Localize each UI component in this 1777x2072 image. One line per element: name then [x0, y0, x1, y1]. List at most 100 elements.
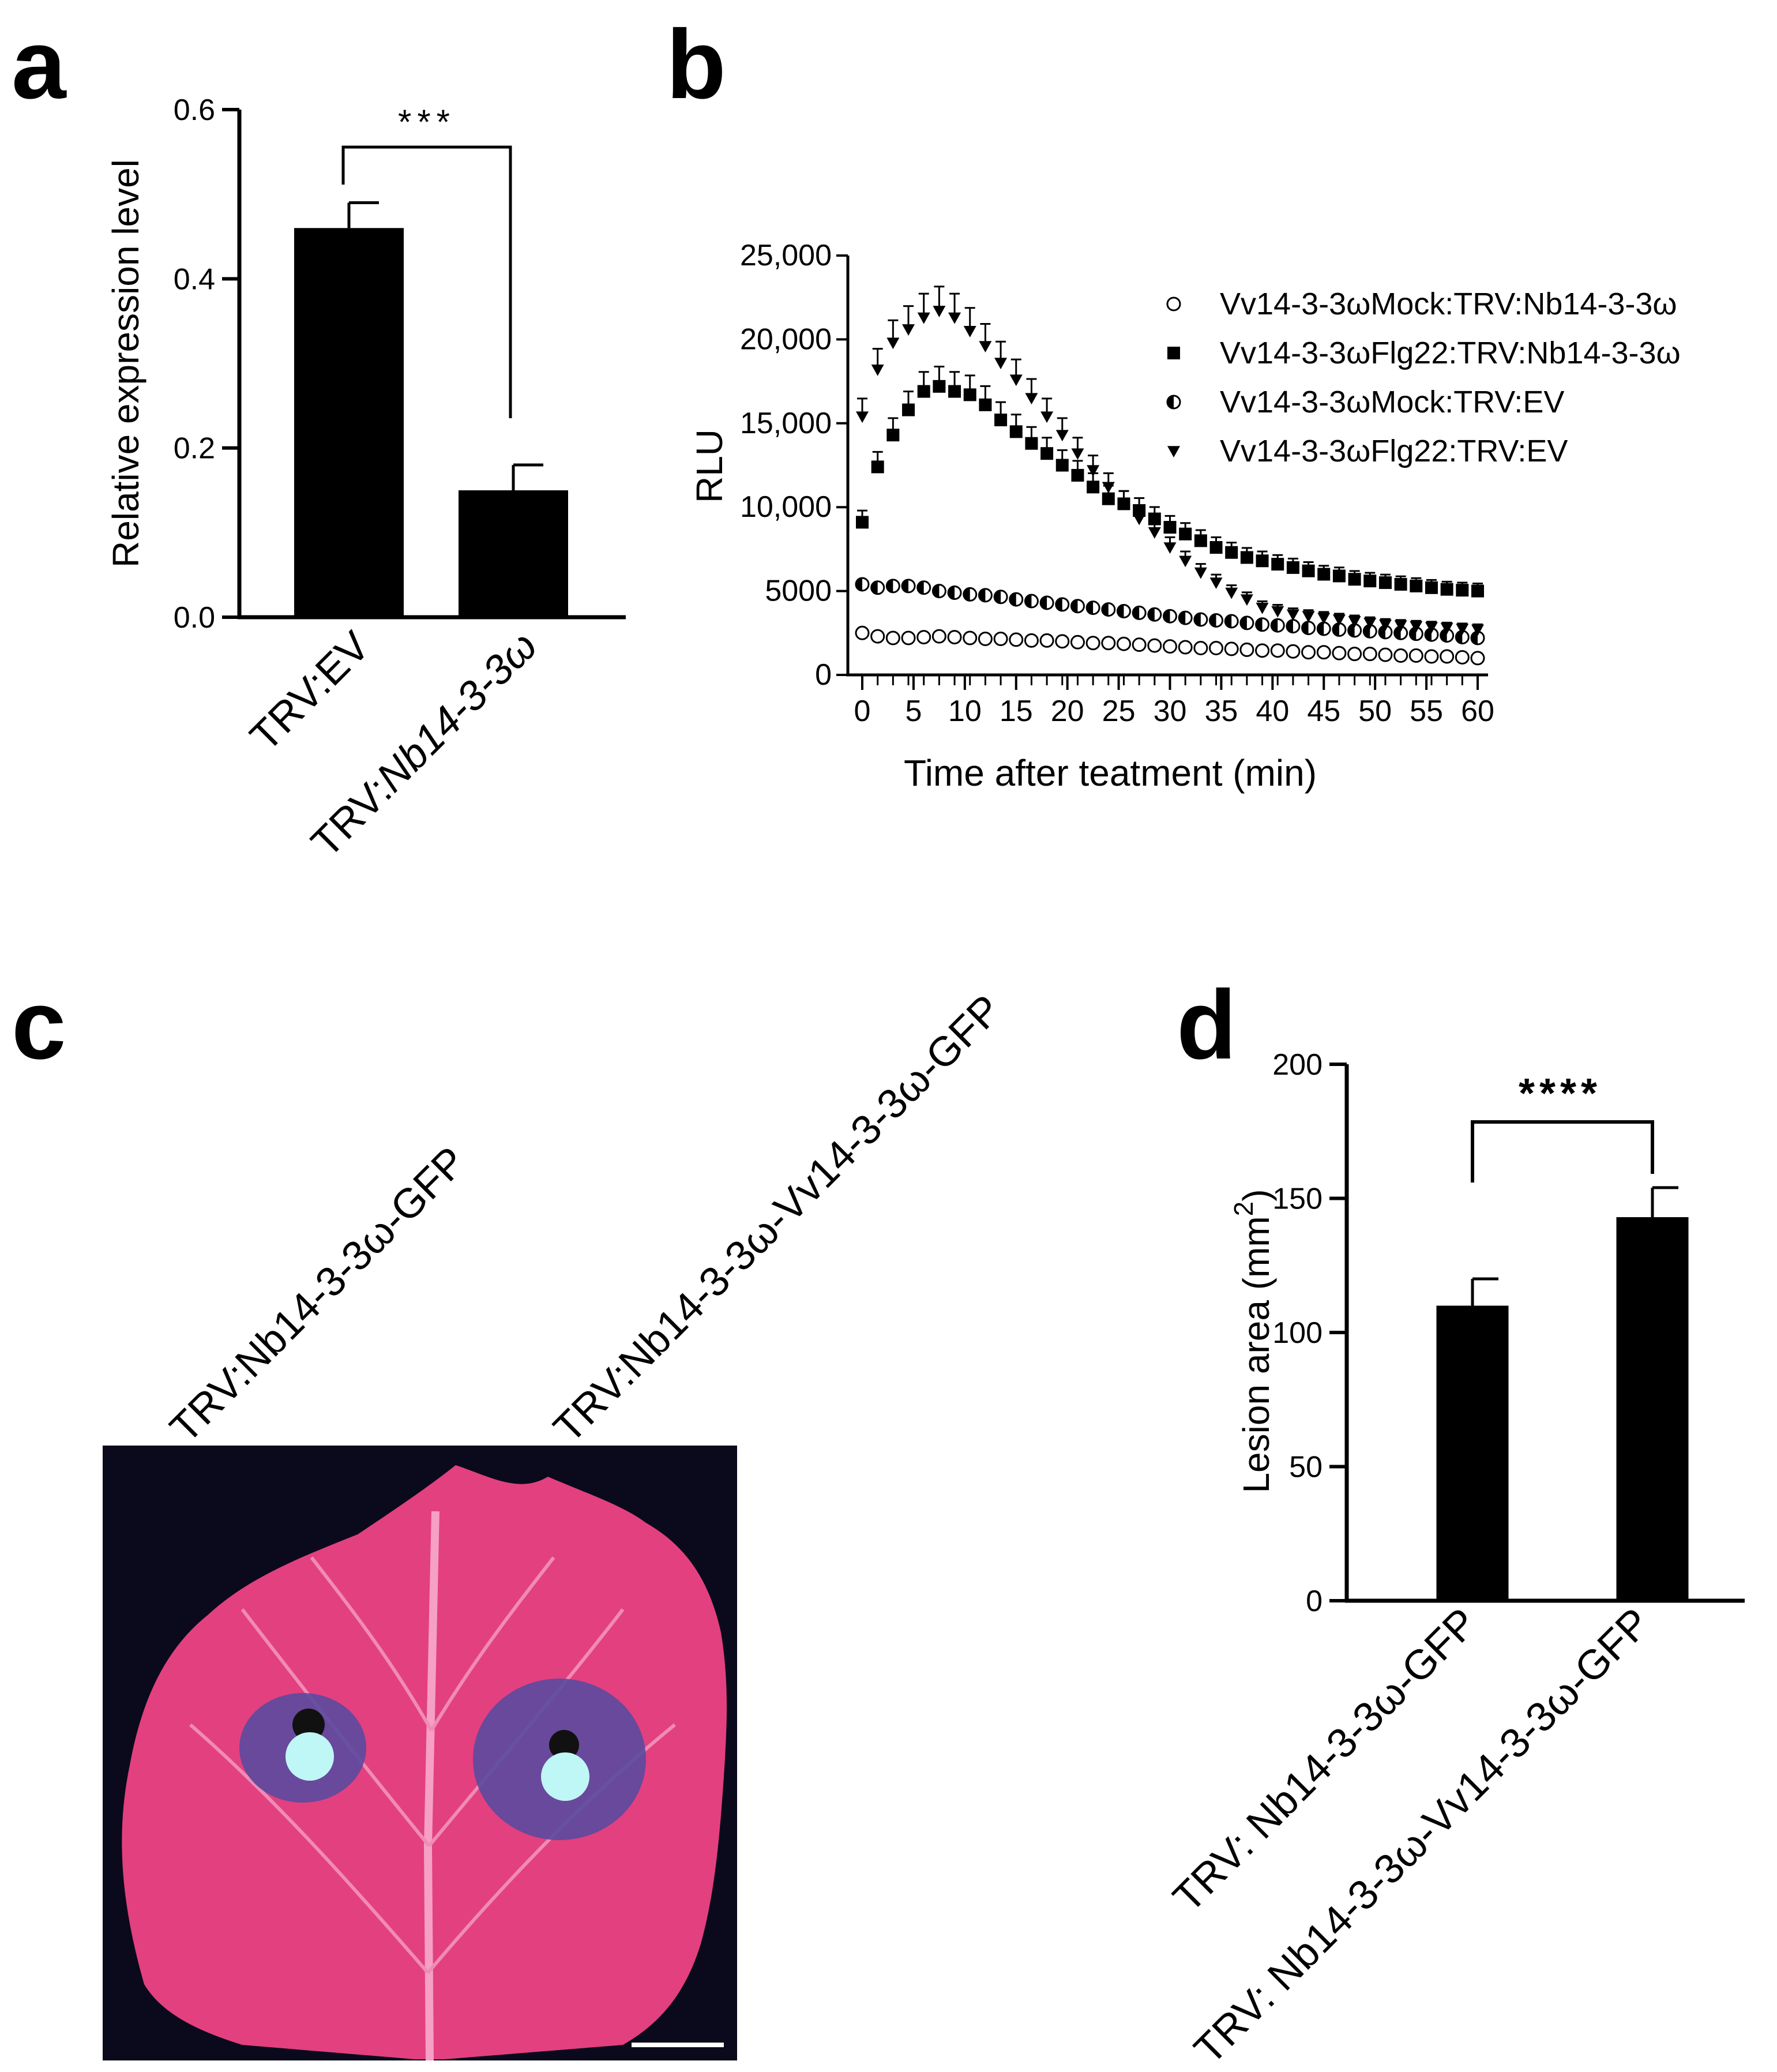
panel-label-b: b — [666, 10, 726, 119]
panel-b-point — [1102, 482, 1115, 494]
panel-b-point — [1286, 561, 1299, 574]
panel-b-point — [885, 630, 900, 645]
panel-b-point — [947, 630, 962, 645]
panel-b-point — [1240, 594, 1253, 606]
panel-d-y-tick-label: 150 — [1272, 1183, 1323, 1216]
panel-b-point — [1025, 393, 1038, 405]
panel-b-point — [1455, 650, 1470, 665]
panel-b-point — [1256, 554, 1269, 568]
panel-b-point — [871, 364, 884, 376]
panel-b-point — [979, 398, 992, 411]
panel-a-y-tick-label: 0.0 — [174, 601, 215, 635]
panel-b-point — [870, 580, 885, 595]
panel-label-d: d — [1177, 970, 1237, 1080]
panel-a-chart: 0.0 0.2 0.4 0.6 Relative expression level *… — [105, 93, 626, 866]
panel-b-legend: Vv14-3-3ωMock:TRV:Nb14-3-3ω Vv14-3-3ωFlg2… — [1166, 287, 1681, 468]
panel-b-legend-marker — [1167, 347, 1180, 359]
panel-b-point — [1456, 584, 1469, 597]
panel-b-point — [1408, 648, 1423, 663]
panel-d-bar — [1436, 1305, 1509, 1601]
panel-b-point — [1410, 579, 1423, 592]
panel-b-point — [1147, 607, 1162, 622]
panel-b-legend-label: Vv14-3-3ωFlg22:TRV:EV — [1220, 434, 1568, 468]
panel-b-point — [1147, 638, 1162, 653]
panel-b-point — [1085, 636, 1100, 651]
panel-b-x-tick-label: 30 — [1154, 695, 1187, 728]
panel-b-point — [1239, 642, 1254, 657]
panel-b-point — [1178, 640, 1193, 655]
panel-b-x-tick-label: 5 — [905, 695, 922, 728]
panel-b-point — [931, 629, 946, 644]
panel-b-point — [1009, 425, 1023, 438]
panel-d-y-tick-label: 0 — [1306, 1585, 1323, 1618]
panel-b-x-tick-label: 20 — [1051, 695, 1084, 728]
panel-b-series-1 — [855, 625, 1485, 666]
panel-b-point — [963, 326, 976, 337]
panel-b-point — [902, 324, 915, 336]
panel-a-sig-bracket — [341, 145, 512, 418]
panel-b-point — [1132, 605, 1147, 620]
panel-b-point — [1301, 621, 1316, 636]
panel-b-x-tick-label: 40 — [1256, 695, 1289, 728]
panel-b-x-tick-label: 50 — [1358, 695, 1392, 728]
panel-b-point — [1071, 468, 1084, 482]
panel-b-point — [1055, 430, 1069, 442]
panel-b-point — [1332, 645, 1347, 660]
panel-b-point — [885, 579, 900, 594]
panel-b-x-tick-label: 0 — [854, 695, 871, 728]
panel-b-point — [993, 590, 1008, 605]
panel-b-y-tick-label: 0 — [815, 658, 832, 692]
panel-b-point — [1378, 576, 1392, 590]
panel-b-point — [1040, 447, 1054, 460]
panel-b-point — [1133, 513, 1146, 525]
panel-b-point — [1179, 555, 1192, 568]
panel-b-point — [1378, 647, 1393, 662]
panel-b-legend-marker — [1166, 296, 1181, 311]
panel-b-point — [902, 403, 915, 416]
panel-b-point — [1394, 577, 1407, 591]
panel-b-point — [1209, 613, 1224, 628]
panel-b-point — [1255, 643, 1270, 658]
panel-b-point — [1070, 599, 1085, 614]
panel-b-point — [1055, 459, 1069, 472]
panel-b-point — [1316, 645, 1331, 660]
agar-plug-right — [541, 1752, 589, 1801]
leaf-blade — [122, 1465, 727, 2059]
panel-b-point — [916, 630, 931, 645]
panel-d-sig-bracket — [1471, 1120, 1654, 1183]
panel-b-x-tick-label: 60 — [1461, 695, 1494, 728]
panel-b-legend-label: Vv14-3-3ωFlg22:TRV:Nb14-3-3ω — [1220, 336, 1681, 370]
panel-b-point — [1209, 577, 1223, 590]
panel-b-point — [1271, 558, 1284, 571]
panel-b-series-2 — [856, 365, 1484, 598]
panel-b-point — [963, 587, 978, 602]
panel-label-a: a — [12, 10, 67, 119]
panel-b-point — [1410, 621, 1423, 633]
panel-b-point — [1240, 551, 1253, 564]
inoculation-dot-right — [549, 1730, 579, 1760]
panel-b-point — [886, 337, 900, 350]
panel-b-point — [856, 411, 869, 423]
panel-b-chart: 0 5000 10,000 15,000 20,000 25,000 0 5 10 15 20 25 3… — [689, 239, 1681, 794]
panel-b-point — [1087, 481, 1100, 494]
panel-a-y-tick-label: 0.6 — [174, 93, 215, 127]
panel-b-point — [1455, 630, 1470, 645]
panel-b-point — [1163, 521, 1177, 534]
panel-b-point — [901, 630, 916, 645]
panel-b-point — [1332, 614, 1346, 626]
panel-b-x-tick-label: 35 — [1204, 695, 1238, 728]
panel-a-sig-label: *** — [398, 103, 456, 141]
panel-b-point — [1009, 374, 1023, 386]
panel-b-point — [993, 631, 1008, 646]
panel-b-point — [1101, 636, 1116, 651]
panel-b-x-label: Time after teatment (min) — [904, 752, 1317, 794]
panel-b-point — [886, 429, 900, 442]
panel-b-point — [1270, 643, 1285, 658]
panel-b-point — [855, 577, 870, 592]
panel-b-point — [947, 585, 962, 600]
panel-b-point — [1239, 615, 1254, 630]
panel-b-point — [994, 413, 1008, 426]
panel-b-point — [1317, 613, 1331, 625]
panel-b-legend-marker — [1166, 395, 1181, 410]
